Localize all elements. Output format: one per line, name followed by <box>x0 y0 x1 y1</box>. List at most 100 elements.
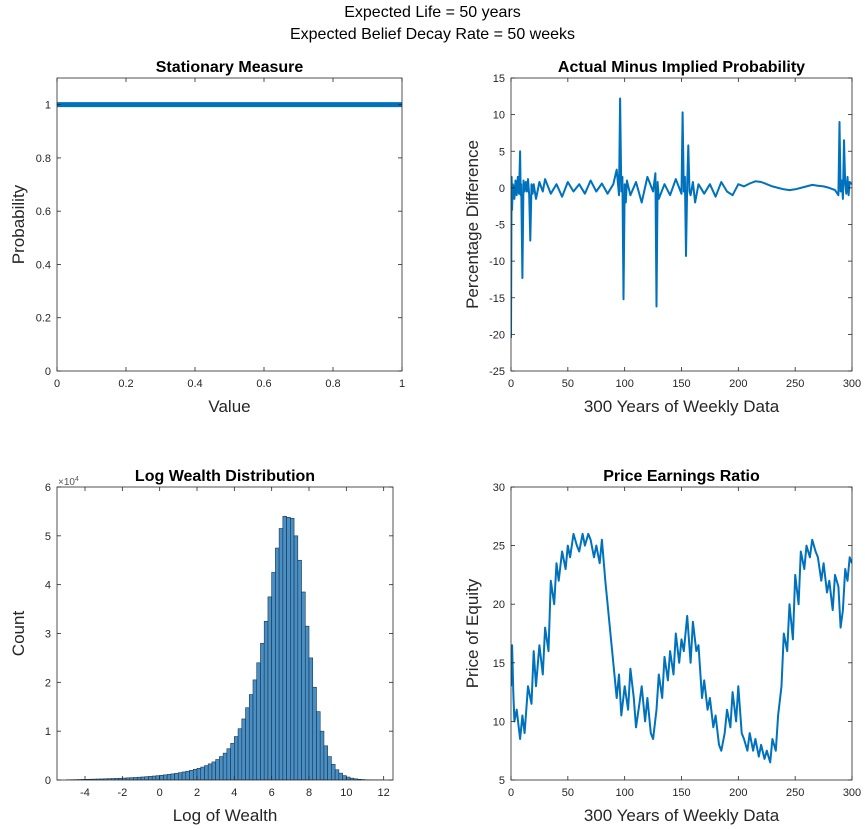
log-wealth-bar <box>215 759 220 780</box>
stationary-x-tick-label: 0.4 <box>187 378 202 390</box>
log-wealth-bar <box>278 528 284 780</box>
price-earnings-y-tick-label: 30 <box>493 482 505 494</box>
price-earnings-y-tick-label: 10 <box>493 716 505 728</box>
log-wealth-x-tick-label: 8 <box>306 787 312 799</box>
price-earnings-x-tick-label: 250 <box>786 787 804 799</box>
log-wealth-bar <box>144 776 149 780</box>
log-wealth-x-tick-label: -4 <box>80 787 90 799</box>
log-wealth-x-tick-label: 10 <box>340 787 352 799</box>
log-wealth-bar <box>334 769 340 780</box>
log-wealth-bar <box>178 772 183 780</box>
log-wealth-bar <box>286 516 291 780</box>
log-wealth-title: Log Wealth Distribution <box>135 468 315 485</box>
actual-minus-implied-y-tick-label: -5 <box>495 220 505 232</box>
log-wealth-y-label: Count <box>9 611 28 657</box>
log-wealth-bar <box>338 772 343 780</box>
log-wealth-x-tick-label: -2 <box>117 787 127 799</box>
stationary-y-label: Probability <box>9 184 28 264</box>
log-wealth-bar <box>211 761 216 780</box>
actual-minus-implied-series-line <box>511 97 852 339</box>
price-earnings-plot-area <box>511 487 852 780</box>
price-earnings-x-tick-label: 100 <box>615 787 633 799</box>
log-wealth-y-tick-label: 5 <box>45 531 51 543</box>
log-wealth-x-tick-label: 12 <box>378 787 390 799</box>
price-earnings-marks <box>511 532 852 764</box>
log-wealth-bar <box>308 657 314 780</box>
log-wealth-y-tick-label: 3 <box>45 629 51 641</box>
stationary-plot-area <box>57 78 402 371</box>
actual-minus-implied-y-tick-label: -25 <box>489 366 505 378</box>
log-wealth-bar <box>230 743 235 780</box>
log-wealth-x-tick-label: 6 <box>269 787 275 799</box>
stationary-x-label: Value <box>208 397 250 416</box>
price-earnings-x-tick-label: 50 <box>562 787 574 799</box>
stationary-x-tick-label: 0.6 <box>256 378 271 390</box>
log-wealth-bar <box>260 642 265 780</box>
figure-title-line-1: Expected Life = 50 years <box>344 4 521 21</box>
log-wealth-bar <box>136 776 142 780</box>
price-earnings-y-tick-label: 20 <box>493 599 505 611</box>
actual-minus-implied-y-label: Percentage Difference <box>463 140 482 309</box>
log-wealth-bar <box>192 769 198 780</box>
log-wealth-bar <box>148 776 153 780</box>
log-wealth-bar <box>226 748 231 780</box>
log-wealth-bar <box>346 776 351 780</box>
log-wealth-bar <box>267 596 272 780</box>
log-wealth-bar <box>234 736 239 780</box>
log-wealth-bar <box>248 694 254 780</box>
log-wealth-bar <box>293 535 299 780</box>
log-wealth-bar <box>204 765 209 780</box>
stationary-y-tick-label: 0.4 <box>36 259 51 271</box>
stationary-chart: 0 0.2 0.4 0.6 0.8 1 0 0.2 0.4 0.6 0.8 1 Stationary M… <box>9 59 405 416</box>
log-wealth-y-tick-label: 6 <box>45 482 51 494</box>
actual-minus-implied-x-label: 300 Years of Weekly Data <box>584 397 780 416</box>
log-wealth-bar <box>271 572 276 780</box>
actual-minus-implied-x-tick-label: 250 <box>786 378 804 390</box>
actual-minus-implied-title: Actual Minus Implied Probability <box>558 59 805 76</box>
log-wealth-bar <box>327 756 332 780</box>
log-wealth-bar <box>185 770 190 780</box>
price-earnings-series-line <box>511 532 852 764</box>
actual-minus-implied-y-tick-label: 5 <box>499 146 505 158</box>
log-wealth-bar <box>323 745 328 780</box>
stationary-x-tick-label: 0 <box>54 378 60 390</box>
stationary-y-tick-label: 0.8 <box>36 153 51 165</box>
price-earnings-chart: 0 50 100 150 200 250 300 5 10 15 20 25 30 Price Earni… <box>463 468 861 825</box>
log-wealth-bar <box>174 773 179 780</box>
log-wealth-bar <box>159 775 164 780</box>
log-wealth-bar <box>181 771 187 780</box>
log-wealth-bar <box>263 620 269 780</box>
log-wealth-bar <box>275 547 280 780</box>
log-wealth-bar <box>290 517 295 780</box>
actual-minus-implied-marks <box>511 97 852 339</box>
stationary-y-tick-label: 0.6 <box>36 206 51 218</box>
stationary-y-tick-label: 1 <box>45 100 51 112</box>
log-wealth-bar <box>196 767 202 780</box>
log-wealth-x-tick-label: 0 <box>157 787 163 799</box>
log-wealth-plot-area <box>57 487 393 780</box>
log-wealth-bar <box>155 775 160 780</box>
log-wealth-bar <box>316 711 321 780</box>
actual-minus-implied-y-tick-label: -20 <box>489 329 505 341</box>
price-earnings-y-tick-label: 25 <box>493 541 505 553</box>
log-wealth-bar <box>219 756 224 780</box>
stationary-axes-box <box>56 77 403 372</box>
log-wealth-x-tick-label: 4 <box>231 787 237 799</box>
log-wealth-y-tick-label: 0 <box>45 775 51 787</box>
log-wealth-y-exponent-power: 4 <box>75 476 79 483</box>
log-wealth-bar <box>140 776 146 780</box>
actual-minus-implied-x-tick-label: 200 <box>729 378 747 390</box>
log-wealth-bar <box>319 730 325 780</box>
log-wealth-bar <box>207 763 213 780</box>
log-wealth-bar <box>342 775 347 780</box>
price-earnings-y-label: Price of Equity <box>463 578 482 688</box>
log-wealth-x-label: Log of Wealth <box>173 806 278 825</box>
actual-minus-implied-y-tick-label: 0 <box>499 183 505 195</box>
price-earnings-x-tick-label: 150 <box>672 787 690 799</box>
log-wealth-bar <box>312 686 317 780</box>
stationary-y-tick-label: 0.2 <box>36 313 51 325</box>
price-earnings-x-tick-label: 300 <box>843 787 861 799</box>
log-wealth-bar <box>237 728 243 780</box>
actual-minus-implied-chart: 0 50 100 150 200 250 300 -25 -20 -15 -10 -5 0 5 10 15 Ac… <box>463 59 861 416</box>
